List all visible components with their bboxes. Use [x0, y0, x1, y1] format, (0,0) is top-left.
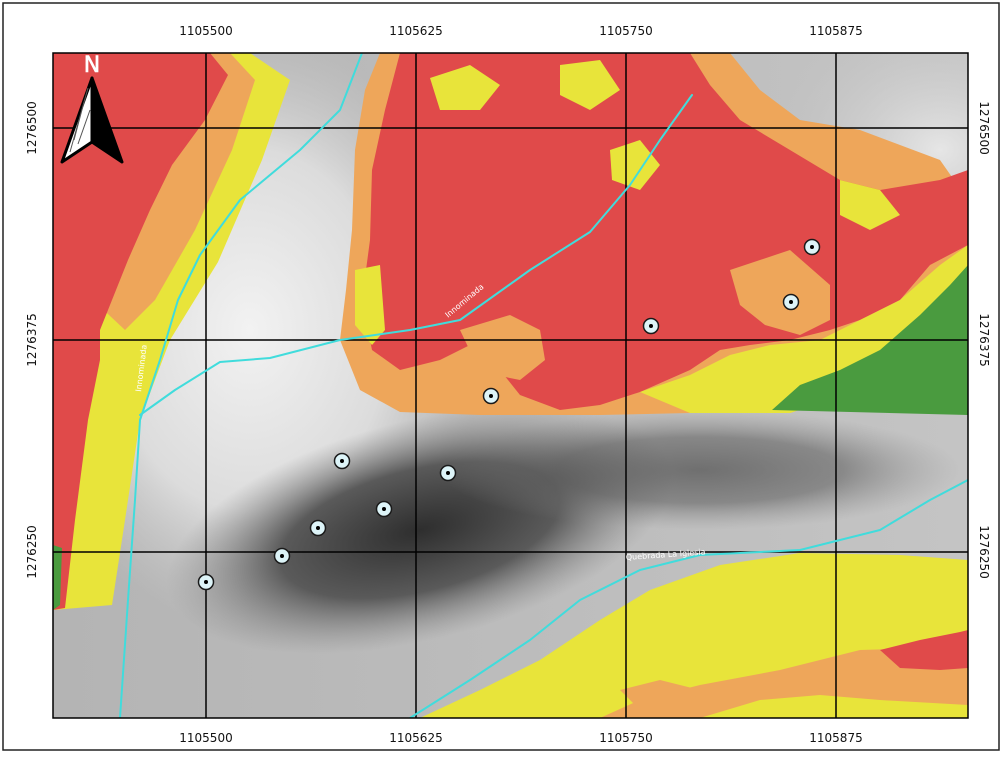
x-tick-top: 1105500 [179, 24, 232, 38]
sample-point[interactable] [197, 573, 215, 591]
y-axis-left: 1276500 1276375 1276250 [25, 101, 39, 578]
map-content: Innominada Innominada Quebrada La Iglesi… [53, 53, 968, 718]
x-tick-bottom: 1105500 [179, 731, 232, 745]
sample-point[interactable] [333, 452, 351, 470]
map-border [52, 52, 969, 719]
x-tick-bottom: 1105750 [599, 731, 652, 745]
x-tick-bottom: 1105625 [389, 731, 442, 745]
y-axis-right: 1276500 1276375 1276250 [977, 101, 991, 578]
sample-point[interactable] [273, 547, 291, 565]
y-tick-left: 1276500 [25, 101, 39, 154]
x-tick-top: 1105625 [389, 24, 442, 38]
streams [119, 53, 968, 718]
sample-point[interactable] [803, 238, 821, 256]
y-tick-left: 1276375 [25, 313, 39, 366]
x-axis-bottom: 1105500 1105625 1105750 1105875 [179, 731, 862, 745]
y-tick-right: 1276500 [977, 101, 991, 154]
sample-point[interactable] [782, 293, 800, 311]
y-tick-right: 1276375 [977, 313, 991, 366]
sample-point[interactable] [642, 317, 660, 335]
north-arrow: N [60, 53, 124, 164]
zone-southeast [420, 553, 968, 718]
sample-point[interactable] [439, 464, 457, 482]
sample-point[interactable] [309, 519, 327, 537]
grid-lines [53, 53, 968, 718]
x-tick-top: 1105875 [809, 24, 862, 38]
y-tick-left: 1276250 [25, 525, 39, 578]
north-arrow-label: N [84, 53, 100, 78]
sample-point[interactable] [375, 500, 393, 518]
elevation-valley-east [440, 410, 960, 530]
x-axis-top: 1105500 1105625 1105750 1105875 [179, 24, 862, 38]
x-tick-bottom: 1105875 [809, 731, 862, 745]
x-tick-top: 1105750 [599, 24, 652, 38]
sample-point[interactable] [482, 387, 500, 405]
y-tick-right: 1276250 [977, 525, 991, 578]
zone-east [340, 53, 968, 415]
sample-points [197, 238, 821, 591]
